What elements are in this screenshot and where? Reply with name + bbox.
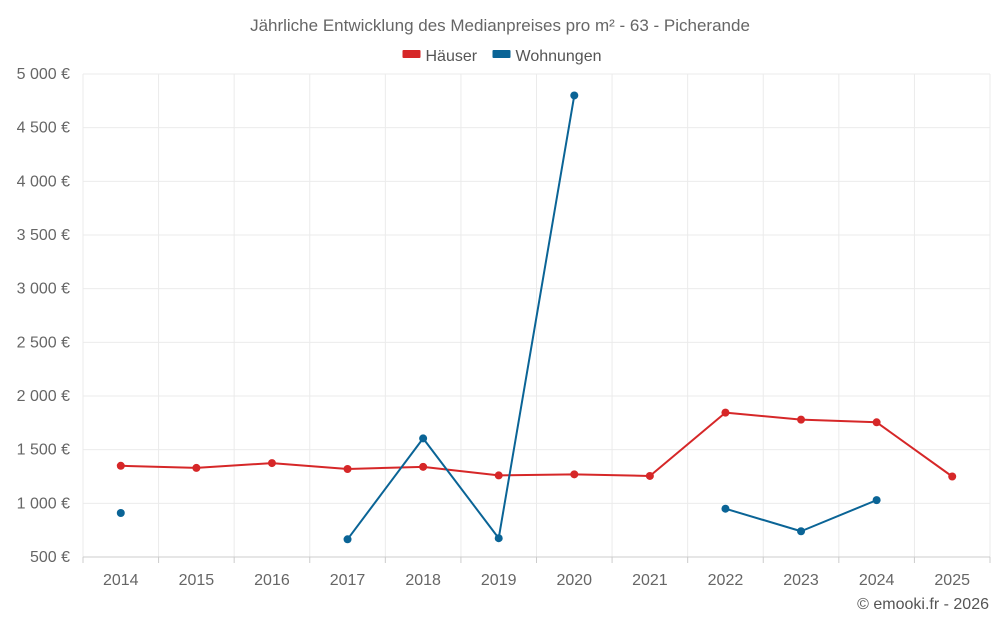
data-point xyxy=(192,463,201,472)
series-wohnungen xyxy=(116,91,881,544)
data-point xyxy=(267,459,276,468)
y-tick-label: 2 000 € xyxy=(17,388,70,405)
x-tick-label: 2025 xyxy=(934,572,970,589)
legend-item: Wohnungen xyxy=(492,48,602,65)
data-point xyxy=(872,418,881,427)
legend-item: Häuser xyxy=(402,48,478,65)
x-tick-label: 2015 xyxy=(179,572,215,589)
series-haeuser xyxy=(116,408,957,481)
x-tick-label: 2019 xyxy=(481,572,517,589)
legend-label: Häuser xyxy=(426,48,478,65)
y-tick-label: 1 000 € xyxy=(17,495,70,512)
data-point xyxy=(721,408,730,417)
data-point xyxy=(797,415,806,424)
x-tick-label: 2016 xyxy=(254,572,290,589)
x-tick-label: 2021 xyxy=(632,572,668,589)
x-tick-label: 2018 xyxy=(405,572,441,589)
data-point xyxy=(721,504,730,513)
series-line xyxy=(725,499,878,533)
data-point xyxy=(116,508,125,517)
grid xyxy=(82,73,991,558)
data-point xyxy=(570,470,579,479)
y-tick-label: 1 500 € xyxy=(17,442,70,459)
data-point xyxy=(570,91,579,100)
data-point xyxy=(343,535,352,544)
series-line xyxy=(120,411,953,478)
data-point xyxy=(343,464,352,473)
legend-label: Wohnungen xyxy=(516,48,602,65)
y-tick-label: 4 000 € xyxy=(17,173,70,190)
y-tick-label: 3 500 € xyxy=(17,227,70,244)
series-line xyxy=(346,95,576,540)
legend-swatch xyxy=(402,50,421,58)
y-tick-label: 4 500 € xyxy=(17,120,70,137)
legend-swatch xyxy=(492,50,511,58)
data-point xyxy=(419,434,428,443)
x-tick-label: 2024 xyxy=(859,572,895,589)
data-point xyxy=(872,496,881,505)
data-point xyxy=(645,471,654,480)
x-tick-label: 2017 xyxy=(330,572,366,589)
y-tick-label: 5 000 € xyxy=(17,66,70,83)
y-axis: 500 € 1 000 € 1 500 € 2 000 € 2 500 € 3 000 €… xyxy=(17,66,70,566)
x-tick-label: 2014 xyxy=(103,572,139,589)
y-tick-label: 500 € xyxy=(30,549,70,566)
x-axis: 2014 2015 2016 2017 2018 2019 2020 2021 2022 2023… xyxy=(82,556,991,589)
x-tick-label: 2022 xyxy=(708,572,744,589)
chart-title: Jährliche Entwicklung des Medianpreises … xyxy=(250,16,750,35)
data-point xyxy=(948,472,957,481)
data-point xyxy=(419,462,428,471)
data-point xyxy=(116,461,125,470)
y-tick-label: 2 500 € xyxy=(17,334,70,351)
y-tick-label: 3 000 € xyxy=(17,281,70,298)
series-layer xyxy=(116,91,957,544)
x-tick-label: 2020 xyxy=(556,572,592,589)
credit-label: © emooki.fr - 2026 xyxy=(857,596,989,613)
legend: Häuser Wohnungen xyxy=(402,48,602,65)
x-tick-label: 2023 xyxy=(783,572,819,589)
data-point xyxy=(797,527,806,536)
data-point xyxy=(494,534,503,543)
data-point xyxy=(494,471,503,480)
